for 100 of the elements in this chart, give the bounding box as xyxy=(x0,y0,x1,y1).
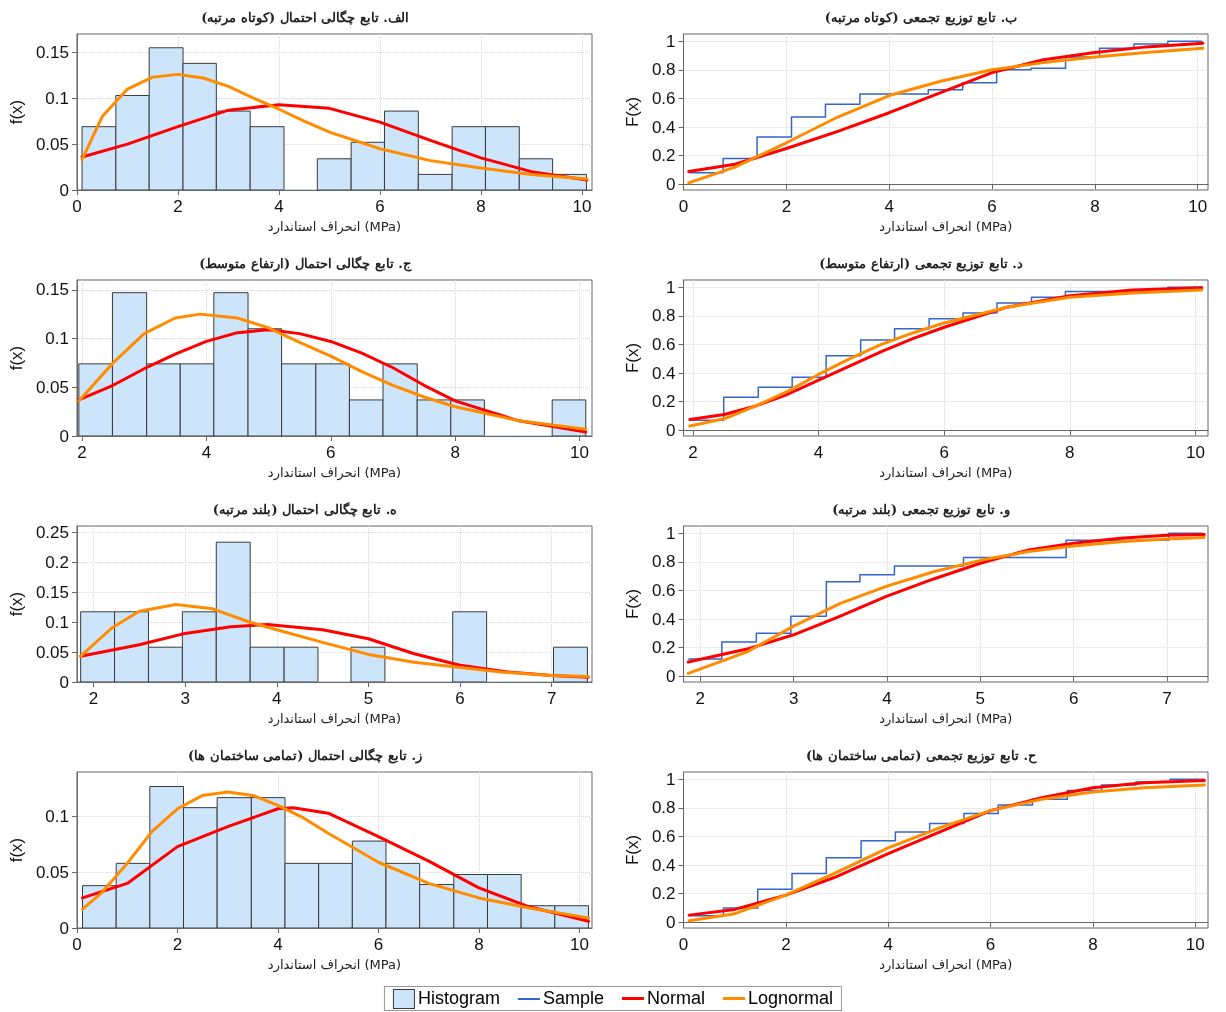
y-tick-label: 0.2 xyxy=(45,552,69,572)
x-tick-label: 2 xyxy=(781,197,792,216)
y-tick-label: 1 xyxy=(666,277,676,297)
x-tick-label: 6 xyxy=(985,935,996,954)
x-tick-label: 6 xyxy=(375,197,385,216)
y-tick-label: 0.15 xyxy=(35,582,69,602)
y-tick-label: 0 xyxy=(59,672,69,692)
y-tick-label: 0.05 xyxy=(35,134,69,154)
x-tick-label: 2 xyxy=(173,197,183,216)
y-tick-label: 0.2 xyxy=(651,638,676,658)
y-axis-title: F(x) xyxy=(623,588,642,620)
x-tick-label: 0 xyxy=(72,935,82,954)
x-axis-title: انحراف استاندارد (MPa) xyxy=(267,219,402,235)
y-tick-label: 0.1 xyxy=(45,88,69,108)
y-tick-label: 0 xyxy=(666,174,676,194)
x-tick-label: 8 xyxy=(476,197,486,216)
x-axis-title: انحراف استاندارد (MPa) xyxy=(879,711,1013,727)
y-tick-label: 0.6 xyxy=(651,580,676,600)
x-tick-label: 6 xyxy=(455,689,465,708)
y-axis-title: f(x) xyxy=(7,345,26,371)
x-tick-label: 10 xyxy=(1188,197,1208,216)
x-tick-label: 10 xyxy=(1185,935,1205,954)
legend-label: Sample xyxy=(542,988,604,1009)
x-tick-label: 6 xyxy=(1068,689,1079,708)
x-tick-label: 4 xyxy=(273,935,283,954)
x-axis-title: انحراف استاندارد (MPa) xyxy=(267,711,402,727)
chart-title: د. تابع توزیع تجمعی (ارتفاع متوسط) xyxy=(819,256,1023,272)
x-tick-label: 4 xyxy=(884,197,894,216)
y-tick-label: 0.4 xyxy=(651,855,676,875)
y-axis-title: f(x) xyxy=(7,591,26,617)
y-tick-label: 0.2 xyxy=(651,884,676,904)
y-tick-label: 1 xyxy=(666,769,676,789)
x-tick-label: 4 xyxy=(201,443,212,462)
y-tick-label: 1 xyxy=(666,31,676,51)
chart-title: ج. تابع چگالی احتمال (ارتفاع متوسط) xyxy=(199,255,412,272)
y-tick-label: 0 xyxy=(59,426,69,446)
x-axis-title: انحراف استاندارد (MPa) xyxy=(879,465,1013,481)
chart-title: ب. تابع توزیع تجمعی (کوتاه مرتبه) xyxy=(824,10,1018,26)
y-tick-label: 0.6 xyxy=(651,88,676,108)
x-tick-label: 5 xyxy=(363,689,374,708)
x-tick-label: 8 xyxy=(474,935,484,954)
x-tick-label: 8 xyxy=(450,443,460,462)
chart-title: و. تابع توزیع تجمعی (بلند مرتبه) xyxy=(832,502,1010,518)
x-tick-label: 7 xyxy=(1162,689,1172,708)
x-tick-label: 8 xyxy=(1065,443,1075,462)
x-tick-label: 8 xyxy=(1088,935,1098,954)
y-tick-label: 0.8 xyxy=(651,306,676,326)
x-tick-label: 10 xyxy=(572,197,592,216)
x-tick-label: 2 xyxy=(172,935,183,954)
legend-label: Histogram xyxy=(417,988,500,1009)
chart-title: ز. تابع چگالی احتمال (تمامی ساختمان ها) xyxy=(188,747,422,764)
x-tick-label: 5 xyxy=(975,689,986,708)
x-axis-title: انحراف استاندارد (MPa) xyxy=(879,219,1013,235)
y-tick-label: 0.2 xyxy=(651,146,676,166)
legend-label: Lognormal xyxy=(748,988,834,1009)
y-tick-label: 0 xyxy=(666,420,676,440)
y-tick-label: 0.25 xyxy=(35,522,69,542)
y-tick-label: 0 xyxy=(666,666,676,686)
x-tick-label: 2 xyxy=(688,443,698,462)
y-axis-title: F(x) xyxy=(623,834,642,866)
y-tick-label: 0.4 xyxy=(651,609,676,629)
y-tick-label: 0.6 xyxy=(651,334,676,354)
x-tick-label: 2 xyxy=(88,689,99,708)
y-tick-label: 0.1 xyxy=(45,807,69,827)
y-tick-label: 0.05 xyxy=(35,862,69,882)
x-tick-label: 2 xyxy=(695,689,706,708)
y-tick-label: 0.4 xyxy=(651,363,676,383)
x-tick-label: 4 xyxy=(274,197,284,216)
y-tick-label: 0 xyxy=(666,912,676,932)
x-tick-label: 4 xyxy=(272,689,282,708)
y-tick-label: 0.1 xyxy=(45,329,69,348)
y-tick-label: 0.4 xyxy=(651,117,676,137)
y-tick-label: 0.2 xyxy=(651,392,676,412)
x-axis-title: انحراف استاندارد (MPa) xyxy=(267,957,402,973)
chart-title: ه. تابع چگالی احتمال (بلند مرتبه) xyxy=(212,501,398,518)
y-tick-label: 0.1 xyxy=(45,612,69,632)
y-axis-title: f(x) xyxy=(7,99,26,125)
x-tick-label: 7 xyxy=(546,689,557,708)
x-tick-label: 4 xyxy=(813,443,824,462)
x-tick-label: 6 xyxy=(326,443,336,462)
x-tick-label: 4 xyxy=(883,935,893,954)
x-tick-label: 6 xyxy=(373,935,384,954)
x-tick-label: 2 xyxy=(781,935,791,954)
x-tick-label: 3 xyxy=(788,689,799,708)
x-tick-label: 10 xyxy=(569,935,589,954)
y-tick-label: 0.15 xyxy=(35,42,69,62)
y-tick-label: 0.6 xyxy=(651,826,676,846)
x-axis-title: انحراف استاندارد (MPa) xyxy=(879,957,1013,973)
x-axis-title: انحراف استاندارد (MPa) xyxy=(267,465,402,481)
x-tick-label: 0 xyxy=(72,197,82,216)
y-tick-label: 0.05 xyxy=(35,642,69,662)
x-tick-label: 3 xyxy=(180,689,190,708)
x-tick-label: 2 xyxy=(77,443,87,462)
y-tick-label: 0 xyxy=(59,918,69,938)
chart-title: الف. تابع چگالی احتمال (کوتاه مرتبه) xyxy=(201,9,409,26)
y-tick-label: 0.8 xyxy=(651,60,676,80)
x-tick-label: 10 xyxy=(1185,443,1205,462)
x-tick-label: 4 xyxy=(882,689,892,708)
y-tick-label: 0 xyxy=(59,180,69,200)
y-tick-label: 1 xyxy=(666,523,676,543)
